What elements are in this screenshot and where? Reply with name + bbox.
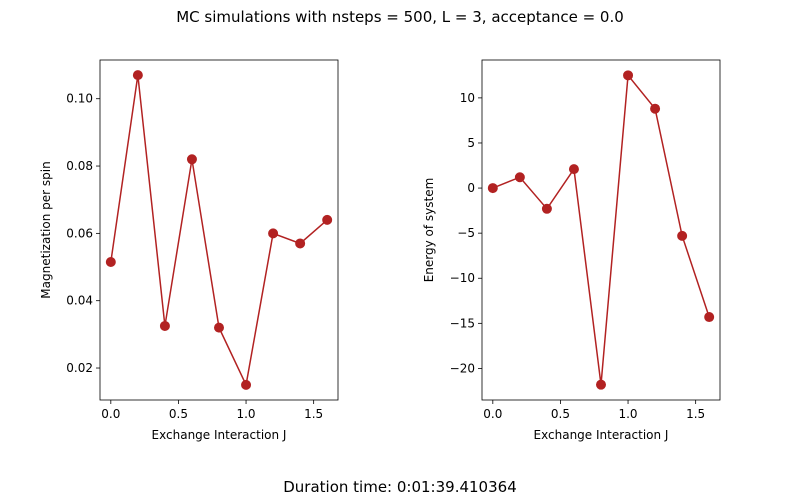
data-point xyxy=(596,379,606,390)
data-point xyxy=(214,322,224,333)
data-point xyxy=(132,70,143,81)
data-point xyxy=(541,203,552,214)
y-tick-label: −10 xyxy=(450,271,475,285)
data-point xyxy=(568,164,579,175)
y-tick-label: 0.10 xyxy=(66,92,93,106)
y-tick-label: 0 xyxy=(467,181,475,195)
data-point xyxy=(105,256,116,267)
x-tick-label: 1.0 xyxy=(236,407,255,421)
data-point xyxy=(268,228,279,239)
figure-title: MC simulations with nsteps = 500, L = 3,… xyxy=(176,8,624,26)
data-point xyxy=(704,312,715,323)
x-axis-label: Exchange Interaction J xyxy=(152,428,287,442)
y-axis-label: Energy of system xyxy=(422,178,436,283)
y-tick-label: 0.04 xyxy=(66,294,93,308)
data-point xyxy=(650,103,661,114)
data-point xyxy=(514,172,525,183)
x-tick-label: 0.0 xyxy=(101,407,120,421)
energy-plot: 0.0 0.5 1.0 1.5 −20 −15 −10 −5 0 5 10 Exchange Inte… xyxy=(422,59,721,442)
y-tick-label: 10 xyxy=(460,91,475,105)
y-axis-label: Magnetization per spin xyxy=(39,161,53,298)
y-tick-label: 5 xyxy=(467,136,475,150)
data-point xyxy=(159,320,170,331)
x-tick-label: 0.5 xyxy=(551,407,570,421)
data-point xyxy=(623,70,634,81)
magnetization-plot: 0.0 0.5 1.0 1.5 0.02 0.04 0.06 0.08 0.10 Exchange… xyxy=(39,59,339,442)
plot-frame xyxy=(481,59,721,401)
y-tick-label: −15 xyxy=(450,316,475,330)
data-point xyxy=(295,238,306,249)
y-tick-label: −5 xyxy=(457,226,475,240)
y-tick-label: 0.06 xyxy=(66,226,93,240)
x-tick-label: 0.5 xyxy=(169,407,188,421)
data-point xyxy=(241,379,252,390)
y-tick-label: 0.08 xyxy=(66,159,93,173)
x-tick-label: 1.5 xyxy=(686,407,705,421)
x-tick-label: 0.0 xyxy=(483,407,502,421)
data-point xyxy=(186,154,197,165)
data-point xyxy=(677,230,688,241)
plot-frame xyxy=(99,59,339,401)
y-tick-label: −20 xyxy=(450,361,475,375)
x-tick-label: 1.5 xyxy=(304,407,323,421)
data-point xyxy=(322,214,333,225)
y-tick-label: 0.02 xyxy=(66,361,93,375)
data-point xyxy=(487,183,498,194)
x-tick-label: 1.0 xyxy=(618,407,637,421)
duration-footer: Duration time: 0:01:39.410364 xyxy=(283,478,516,496)
x-axis-label: Exchange Interaction J xyxy=(534,428,669,442)
